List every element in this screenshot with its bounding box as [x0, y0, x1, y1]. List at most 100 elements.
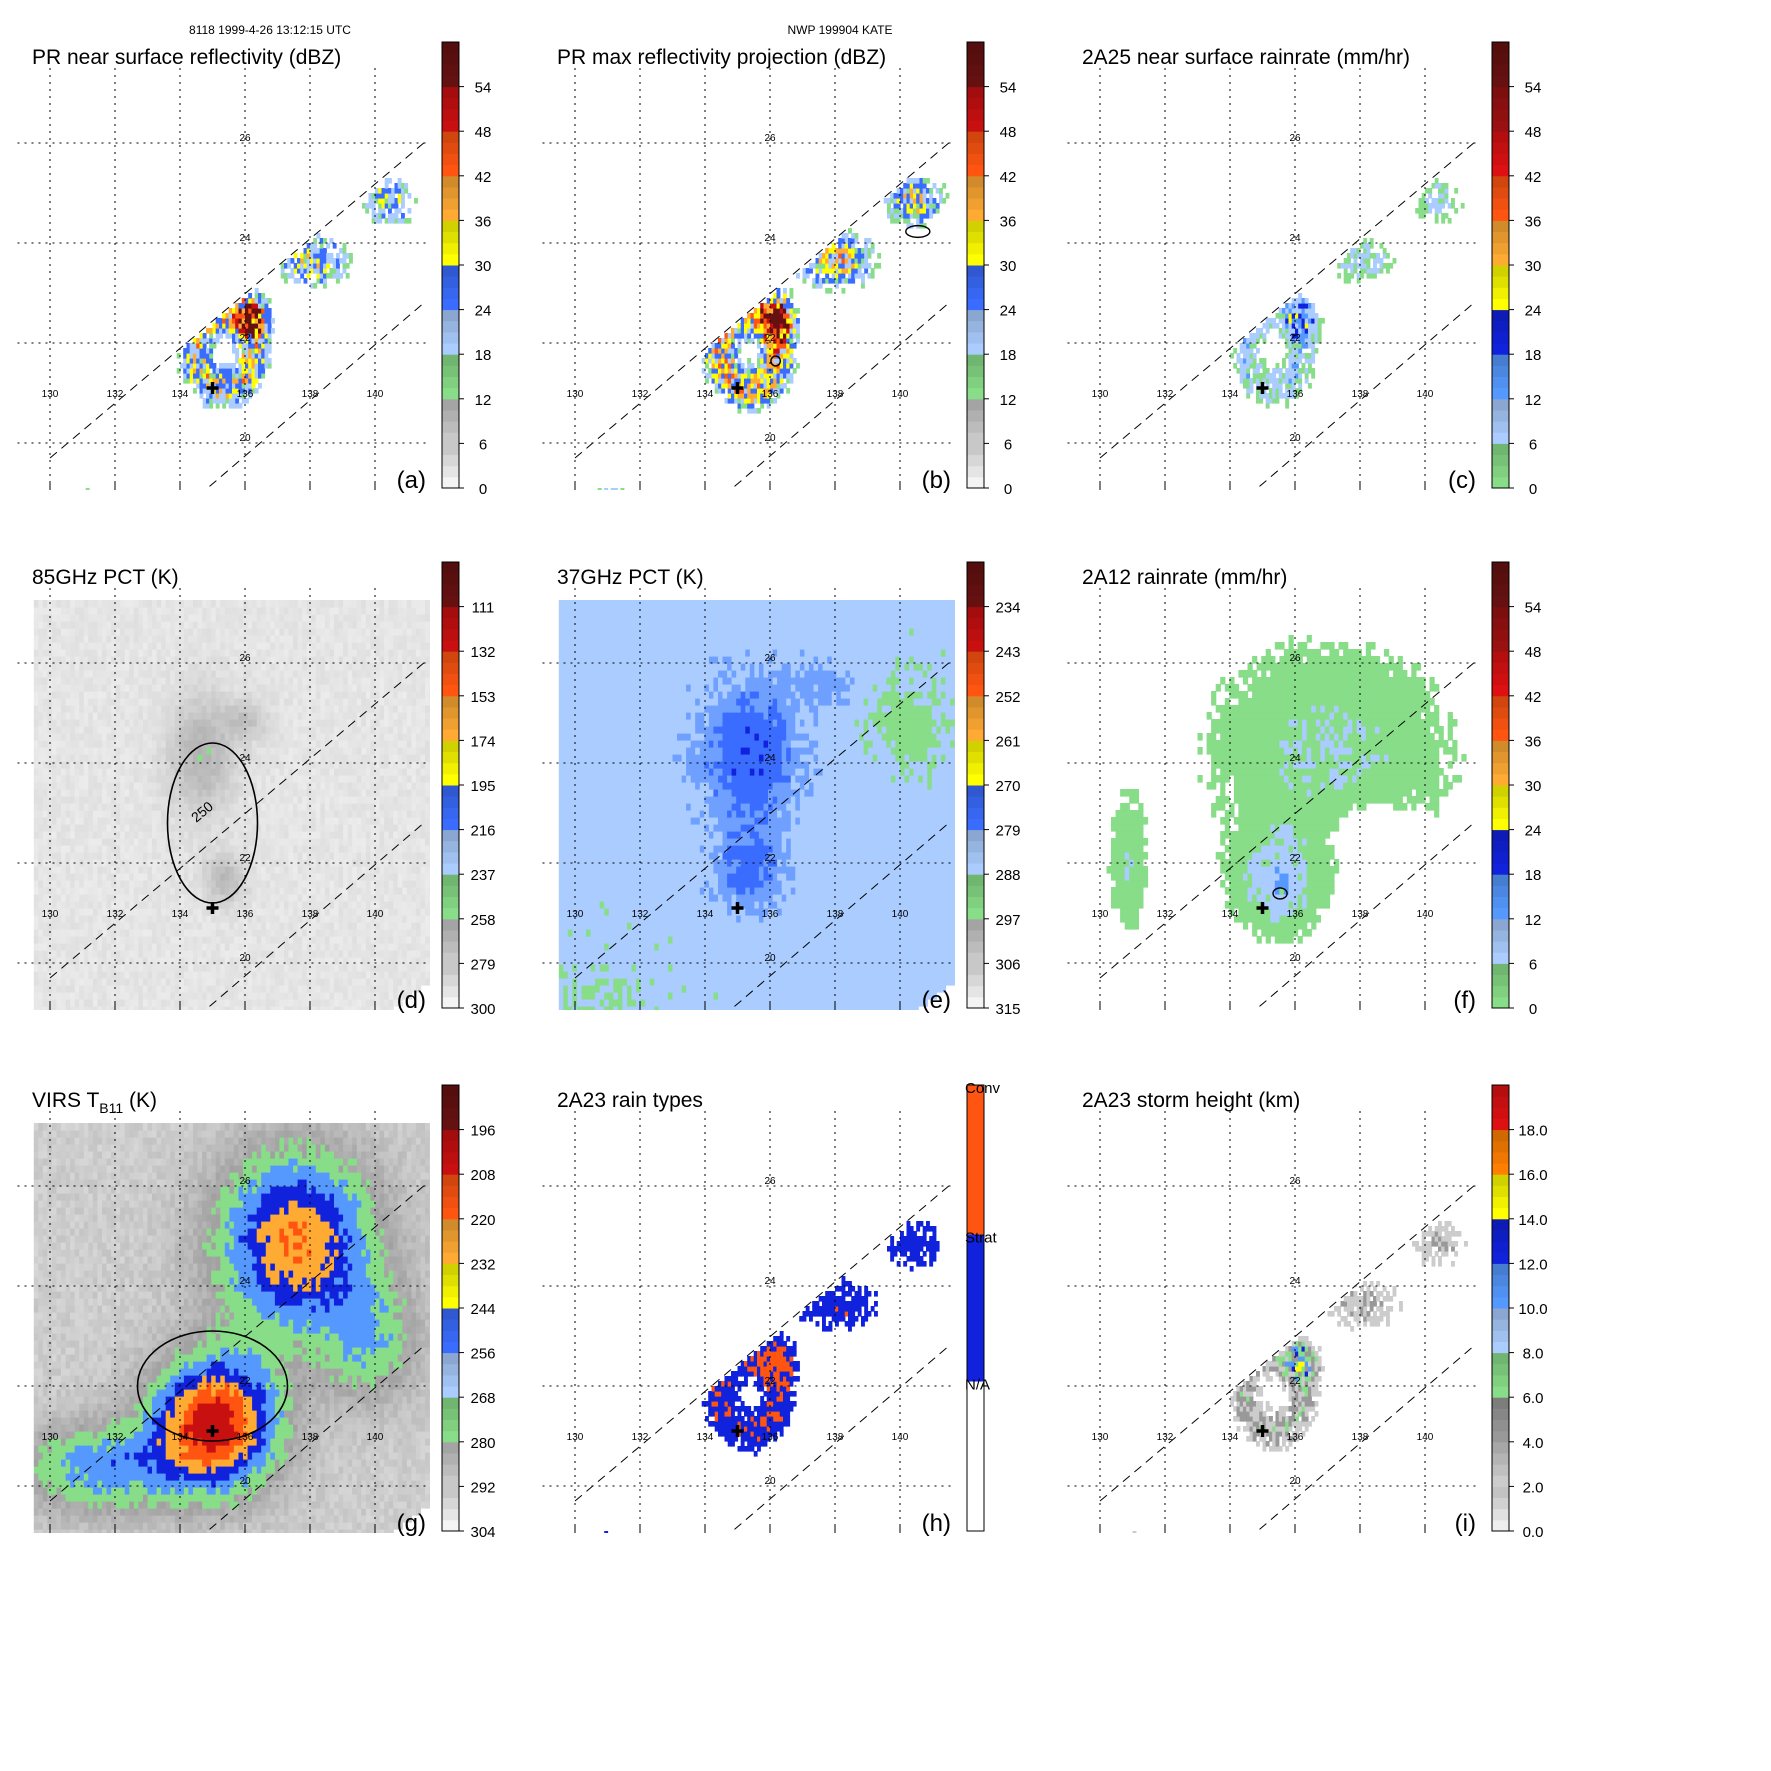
- colorbar-segment: [967, 276, 984, 288]
- colorbar-segment: [442, 253, 459, 266]
- lat-label: 18: [239, 533, 251, 544]
- colorbar-segment: [442, 874, 459, 886]
- colorbar-segment: [442, 1452, 459, 1465]
- colorbar-segment: [442, 1430, 459, 1443]
- colorbar-segment: [967, 1234, 984, 1382]
- colorbar-tick-label: 6: [1529, 956, 1537, 973]
- swath-edge: [1254, 822, 1475, 1010]
- colorbar-segment: [442, 175, 459, 188]
- colorbar-segment: [442, 785, 459, 797]
- colorbar-segment: [967, 595, 984, 608]
- lon-label: 130: [1092, 909, 1109, 920]
- colorbar-segment: [442, 97, 459, 110]
- colorbar-segment: [442, 1497, 459, 1510]
- colorbar-tick-label: 54: [1000, 80, 1017, 97]
- colorbar-segment: [1492, 628, 1509, 641]
- colorbar-segment: [1492, 1341, 1509, 1354]
- colorbar-segment: [442, 740, 459, 753]
- lat-label: 26: [1289, 133, 1301, 144]
- panel-title: PR near surface reflectivity (dBZ): [32, 46, 341, 69]
- colorbar-tick-label: 18: [1525, 867, 1542, 884]
- colorbar-segment: [442, 153, 459, 166]
- colorbar-segment: [442, 1107, 459, 1119]
- colorbar-segment: [442, 1196, 459, 1209]
- lon-label: 130: [567, 389, 584, 400]
- swath-edge: [1099, 662, 1475, 979]
- colorbar-segment: [442, 673, 459, 686]
- colorbar-segment: [1492, 762, 1509, 775]
- colorbar-segment: [442, 1241, 459, 1253]
- colorbar-tick-label: 24: [1525, 303, 1542, 320]
- colorbar-segment: [1492, 1519, 1509, 1532]
- colorbar-tick-label: 132: [470, 644, 495, 661]
- colorbar-segment: [967, 874, 984, 886]
- swath-edge: [729, 1345, 950, 1533]
- colorbar-tick-label: 300: [470, 1001, 495, 1018]
- colorbar-segment: [1492, 1107, 1509, 1119]
- colorbar-segment: [442, 1174, 459, 1186]
- colorbar-segment: [442, 1508, 459, 1521]
- colorbar-segment: [1492, 1386, 1509, 1398]
- colorbar-segment: [1492, 896, 1509, 909]
- lat-label: 18: [764, 1576, 776, 1587]
- colorbar-segment: [1492, 584, 1509, 596]
- data-cells: [604, 1221, 940, 1533]
- colorbar-segment: [1492, 573, 1509, 585]
- lon-label: 132: [107, 389, 124, 400]
- colorbar-tick-label: 54: [1525, 600, 1542, 617]
- colorbar-segment: [967, 907, 984, 920]
- colorbar-segment: [442, 1229, 459, 1242]
- colorbar-segment: [1492, 773, 1509, 786]
- colorbar-segment: [1492, 75, 1509, 88]
- colorbar-segment: [967, 454, 984, 467]
- colorbar-segment: [442, 1129, 459, 1142]
- colorbar-segment: [1492, 1151, 1509, 1164]
- colorbar-tick-label: 268: [470, 1390, 495, 1407]
- colorbar-segment: [1492, 818, 1509, 831]
- colorbar-segment: [1492, 1129, 1509, 1142]
- swath-edge: [1099, 1185, 1475, 1502]
- data-cells: [85, 178, 418, 490]
- colorbar-segment: [1492, 1330, 1509, 1342]
- storm-center-marker: [1256, 1425, 1269, 1437]
- colorbar-segment: [1492, 443, 1509, 456]
- colorbar-segment: [1492, 1229, 1509, 1242]
- swath-edge: [204, 822, 425, 1010]
- colorbar-tick-label: 304: [470, 1524, 495, 1541]
- storm-center-marker: [731, 902, 744, 914]
- colorbar-segment: [1492, 220, 1509, 233]
- colorbar-segment: [1492, 617, 1509, 630]
- colorbar-segment: [442, 1386, 459, 1398]
- colorbar-segment: [442, 220, 459, 233]
- lat-label: 22: [1289, 1376, 1301, 1387]
- colorbar-segment: [442, 276, 459, 288]
- colorbar-segment: [1492, 1241, 1509, 1253]
- colorbar-segment: [967, 354, 984, 366]
- swath-edge: [204, 302, 425, 490]
- colorbar-segment: [442, 684, 459, 697]
- colorbar-tick-label: 0: [1529, 481, 1537, 498]
- colorbar-segment: [442, 1185, 459, 1197]
- panel-label: (b): [922, 467, 951, 494]
- lat-label: 24: [764, 233, 776, 244]
- colorbar-segment: [967, 941, 984, 953]
- colorbar-tick-label: 195: [470, 778, 495, 795]
- colorbar-tick-label: 216: [470, 823, 495, 840]
- colorbar-segment: [1492, 785, 1509, 797]
- colorbar-segment: [1492, 42, 1509, 54]
- colorbar-tick-label: 258: [470, 912, 495, 929]
- colorbar-segment: [442, 762, 459, 775]
- colorbar-segment: [1492, 706, 1509, 719]
- colorbar-tick-label: 48: [475, 124, 492, 141]
- colorbar-segment: [1492, 331, 1509, 344]
- colorbar-segment: [967, 628, 984, 641]
- lon-label: 140: [1417, 1432, 1434, 1443]
- colorbar-segment: [442, 718, 459, 730]
- colorbar-segment: [1492, 409, 1509, 422]
- lat-label: 16: [764, 1676, 776, 1687]
- colorbar-segment: [967, 963, 984, 976]
- colorbar-segment: [1492, 1085, 1509, 1097]
- panel-label: (a): [397, 467, 426, 494]
